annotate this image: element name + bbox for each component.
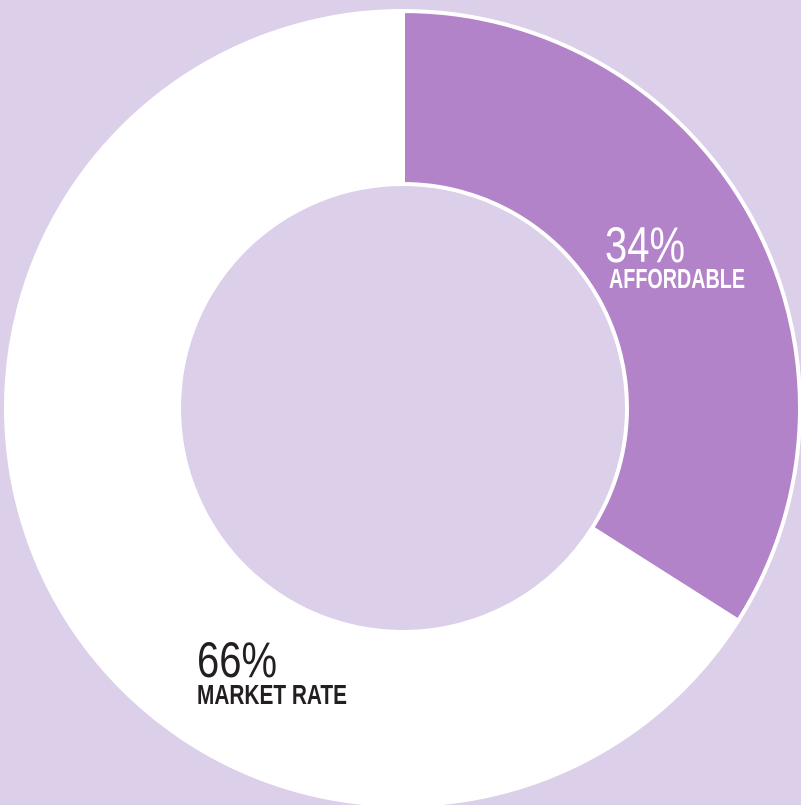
category-label: AFFORDABLE — [609, 263, 745, 294]
value-label: 66% — [197, 632, 277, 688]
donut-slice — [401, 8, 801, 624]
value-label: 34% — [605, 217, 685, 273]
category-label: MARKET RATE — [197, 679, 347, 710]
donut-slice — [4, 8, 741, 805]
